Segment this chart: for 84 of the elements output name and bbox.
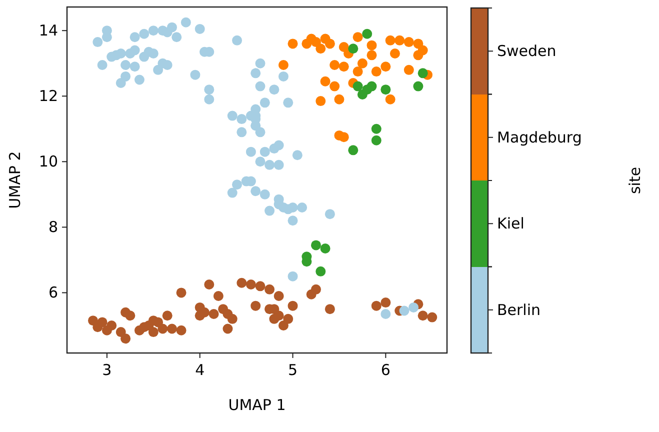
y-tick-label: 12: [38, 87, 58, 106]
x-tick-label: 3: [102, 361, 112, 379]
point: [320, 76, 330, 86]
point: [97, 317, 108, 328]
point: [274, 290, 284, 301]
point: [330, 60, 340, 70]
point: [208, 309, 219, 320]
point: [158, 324, 168, 334]
point: [371, 135, 382, 146]
point: [288, 38, 298, 49]
legend-label: Berlin: [497, 300, 541, 319]
point: [316, 44, 326, 54]
point: [371, 124, 382, 134]
point: [413, 81, 424, 92]
point: [324, 38, 335, 49]
point: [246, 280, 256, 290]
x-tick-label: 6: [380, 361, 390, 379]
point: [213, 290, 224, 301]
point: [380, 62, 391, 72]
point: [264, 284, 275, 294]
x-tick-label: 4: [195, 361, 205, 379]
point: [283, 314, 294, 324]
legend-label: Magdeburg: [497, 128, 582, 146]
point: [385, 94, 396, 104]
point: [125, 310, 136, 321]
x-tick-label: 5: [288, 361, 298, 379]
color-bar-title: site: [626, 166, 644, 194]
point: [338, 132, 349, 142]
y-tick-label: 10: [38, 152, 58, 171]
point: [176, 325, 186, 336]
point: [352, 81, 363, 92]
point: [311, 284, 321, 294]
point: [222, 324, 233, 334]
point: [102, 325, 112, 336]
point: [371, 66, 382, 77]
legend-label: Kiel: [497, 214, 524, 233]
point: [380, 298, 391, 308]
point: [120, 334, 131, 344]
point: [404, 37, 414, 48]
y-axis-title: UMAP 2: [6, 151, 24, 209]
point: [236, 278, 247, 288]
point: [413, 50, 424, 60]
point: [255, 281, 266, 292]
point: [366, 50, 377, 60]
point: [390, 48, 400, 59]
point: [362, 28, 372, 39]
point: [418, 68, 428, 78]
point: [166, 324, 177, 334]
point: [366, 81, 377, 92]
point: [334, 94, 344, 104]
point: [330, 81, 340, 92]
point: [348, 145, 358, 156]
point: [324, 304, 335, 314]
point: [418, 310, 428, 321]
point: [352, 32, 363, 42]
point: [316, 266, 326, 276]
point: [357, 58, 368, 68]
point: [148, 327, 158, 338]
point: [371, 300, 382, 311]
point: [352, 66, 363, 77]
point: [348, 44, 358, 54]
x-axis-title: UMAP 1: [228, 396, 286, 414]
point: [338, 62, 349, 72]
point: [288, 300, 298, 311]
point: [250, 300, 261, 311]
point: [316, 96, 326, 106]
point: [162, 310, 172, 321]
point: [380, 84, 391, 95]
point: [278, 60, 288, 70]
point: [427, 312, 438, 322]
point: [320, 243, 330, 254]
point: [176, 288, 186, 298]
point: [311, 240, 321, 250]
point: [404, 64, 414, 75]
y-tick-label: 14: [38, 22, 58, 40]
point: [204, 280, 214, 290]
point: [394, 35, 405, 46]
point: [385, 35, 396, 46]
legend-label: Sweden: [497, 42, 556, 60]
point: [227, 314, 238, 324]
y-tick-label: 8: [48, 218, 58, 236]
y-tick-label: 6: [48, 284, 58, 302]
point: [274, 310, 284, 321]
point: [366, 40, 377, 50]
